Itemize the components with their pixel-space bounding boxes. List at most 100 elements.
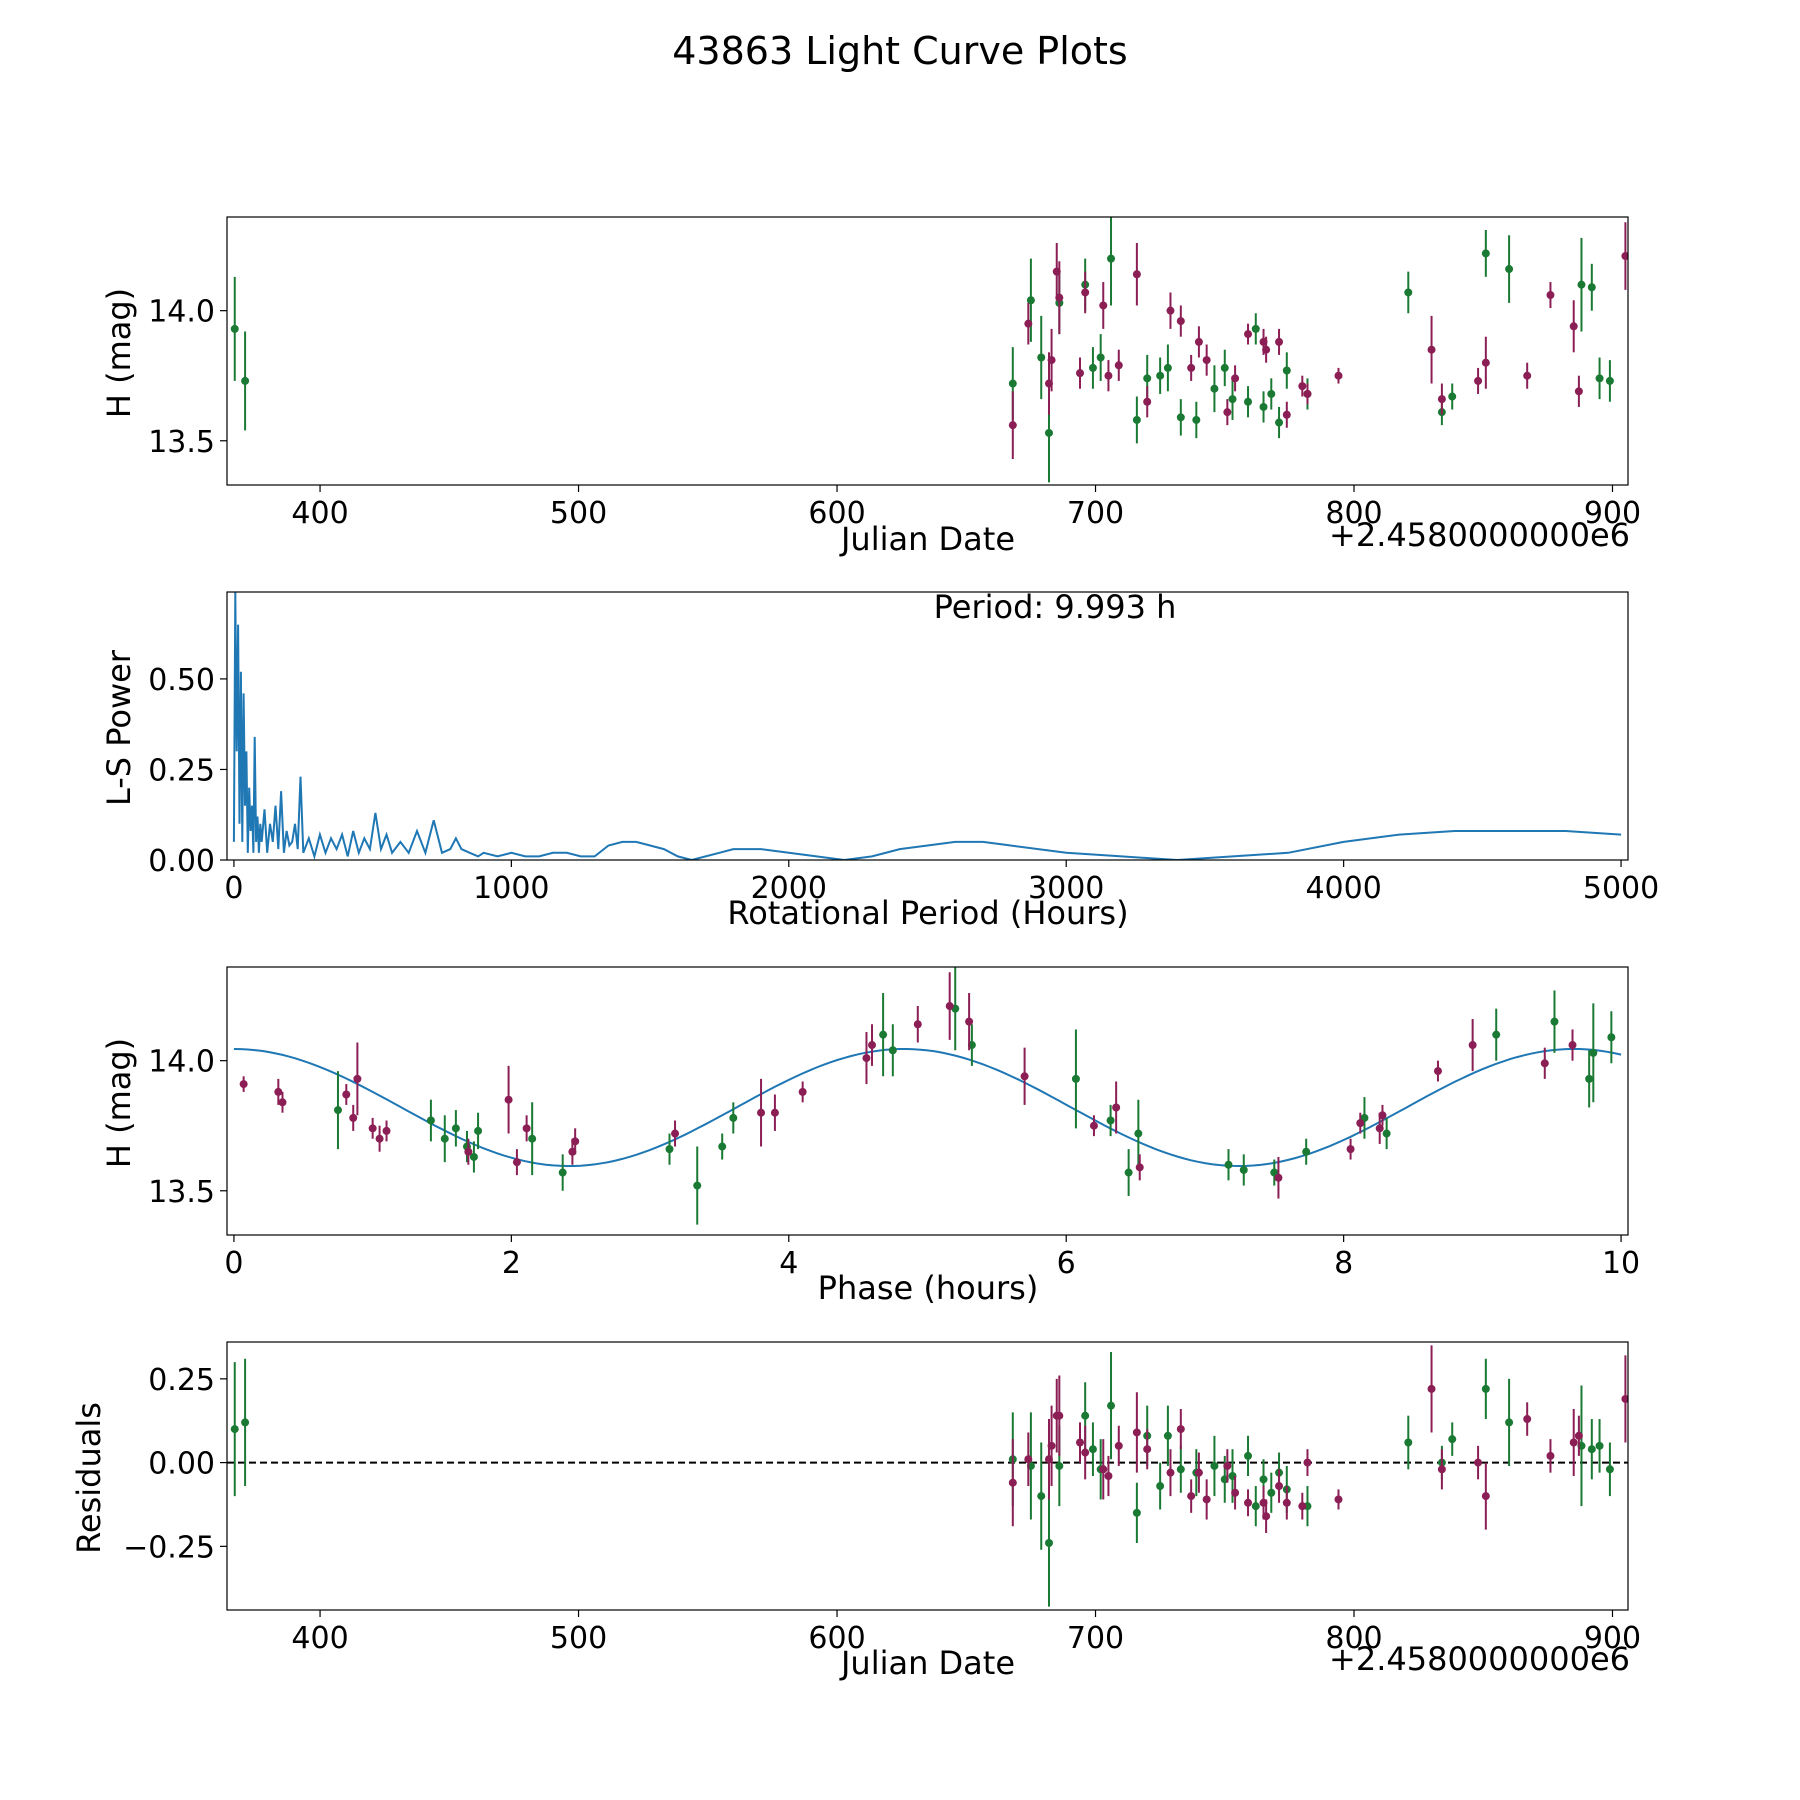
phased-data-point bbox=[440, 1134, 449, 1143]
residuals-data-point bbox=[230, 1425, 239, 1434]
figure-title: 43863 Light Curve Plots bbox=[672, 29, 1127, 73]
phased-data-point bbox=[1106, 1116, 1115, 1125]
phased-panel: Phase (hours) H (mag) 0 2 4 6 8 10 13.5 14.0 bbox=[100, 966, 1640, 1307]
phased-data-point bbox=[868, 1041, 877, 1050]
lightcurve-data-point bbox=[1244, 397, 1253, 406]
residuals-data-point bbox=[1055, 1461, 1064, 1470]
phased-data-point bbox=[945, 1002, 954, 1011]
phased-data-point bbox=[798, 1087, 807, 1096]
lightcurve-x-axis-label: Julian Date bbox=[839, 520, 1015, 558]
lightcurve-data-point bbox=[1334, 371, 1343, 380]
periodogram-x-axis-label: Rotational Period (Hours) bbox=[727, 894, 1128, 932]
phased-data-point bbox=[239, 1080, 248, 1089]
residuals-data-point bbox=[1474, 1458, 1483, 1467]
phased-data-point bbox=[1382, 1129, 1391, 1138]
lightcurve-data-point bbox=[230, 324, 239, 333]
residuals-data-point bbox=[1334, 1495, 1343, 1504]
residuals-y-tick-label: −0.25 bbox=[123, 1530, 215, 1565]
lightcurve-data-point bbox=[1192, 415, 1201, 424]
lightcurve-data-point bbox=[1577, 280, 1586, 289]
lightcurve-data-point bbox=[1143, 374, 1152, 383]
lightcurve-data-point bbox=[1099, 301, 1108, 310]
lightcurve-x-tick-label: 800 bbox=[1325, 496, 1382, 531]
lightcurve-data-point bbox=[1223, 408, 1232, 417]
lightcurve-data-point bbox=[1143, 397, 1152, 406]
residuals-x-tick-label: 900 bbox=[1584, 1621, 1641, 1656]
phased-plot-area bbox=[233, 967, 1622, 1225]
phased-data-point bbox=[1568, 1041, 1577, 1050]
periodogram-y-tick-label: 0.25 bbox=[148, 753, 215, 788]
lightcurve-data-point bbox=[1546, 291, 1555, 300]
lightcurve-data-point bbox=[1088, 363, 1097, 372]
phased-data-point bbox=[558, 1168, 567, 1177]
phased-data-point bbox=[512, 1158, 521, 1167]
lightcurve-data-point bbox=[1194, 337, 1203, 346]
periodogram-plot-area bbox=[232, 592, 1622, 860]
phased-y-tick-label: 14.0 bbox=[148, 1045, 215, 1080]
lightcurve-data-point bbox=[1114, 361, 1123, 370]
lightcurve-x-tick-label: 700 bbox=[1067, 496, 1124, 531]
lightcurve-x-tick-label: 600 bbox=[808, 496, 865, 531]
lightcurve-data-point bbox=[1437, 395, 1446, 404]
period-annotation: Period: 9.993 h bbox=[934, 588, 1177, 626]
residuals-data-point bbox=[1259, 1475, 1268, 1484]
residuals-panel: Julian Date Residuals +2.4580000000e6 40… bbox=[70, 1341, 1641, 1682]
phased-data-point bbox=[464, 1147, 473, 1156]
phased-axes-frame bbox=[226, 966, 1629, 1236]
lightcurve-y-axis-label: H (mag) bbox=[100, 288, 138, 418]
residuals-data-point bbox=[1114, 1441, 1123, 1450]
lightcurve-data-point bbox=[1132, 270, 1141, 279]
residuals-data-point bbox=[1210, 1461, 1219, 1470]
lightcurve-data-point bbox=[1176, 413, 1185, 422]
phased-y-axis-label: H (mag) bbox=[100, 1038, 138, 1168]
residuals-data-point bbox=[1088, 1445, 1097, 1454]
periodogram-x-tick-label: 3000 bbox=[1028, 871, 1104, 906]
phased-data-point bbox=[757, 1108, 766, 1117]
phased-data-point bbox=[1020, 1072, 1029, 1081]
residuals-data-point bbox=[1076, 1438, 1085, 1447]
phased-x-tick-label: 8 bbox=[1334, 1246, 1353, 1281]
lightcurve-data-point bbox=[1044, 428, 1053, 437]
phased-data-point bbox=[718, 1142, 727, 1151]
phased-data-point bbox=[965, 1017, 974, 1026]
lightcurve-data-point bbox=[1231, 374, 1240, 383]
residuals-y-axis-label: Residuals bbox=[70, 1402, 108, 1554]
residuals-data-point bbox=[1569, 1438, 1578, 1447]
lightcurve-data-point bbox=[1574, 387, 1583, 396]
residuals-data-point bbox=[1132, 1508, 1141, 1517]
lightcurve-x-offset-label: +2.4580000000e6 bbox=[1329, 516, 1630, 554]
phased-data-point bbox=[1468, 1041, 1477, 1050]
residuals-data-point bbox=[1303, 1458, 1312, 1467]
residuals-x-offset-label: +2.4580000000e6 bbox=[1329, 1640, 1630, 1678]
phased-data-point bbox=[1589, 1048, 1598, 1057]
lightcurve-data-point bbox=[1259, 402, 1268, 411]
phased-data-point bbox=[451, 1124, 460, 1133]
residuals-data-point bbox=[1437, 1465, 1446, 1474]
phased-data-point bbox=[693, 1181, 702, 1190]
periodogram-y-tick-label: 0.00 bbox=[148, 844, 215, 879]
lightcurve-data-point bbox=[1595, 374, 1604, 383]
residuals-data-point bbox=[1099, 1465, 1108, 1474]
residuals-data-point bbox=[1176, 1425, 1185, 1434]
residuals-data-point bbox=[1448, 1435, 1457, 1444]
phased-data-point bbox=[368, 1124, 377, 1133]
residuals-x-tick-label: 500 bbox=[550, 1621, 607, 1656]
lightcurve-data-point bbox=[1176, 317, 1185, 326]
phased-data-point bbox=[1540, 1059, 1549, 1068]
residuals-data-point bbox=[1231, 1488, 1240, 1497]
phased-data-point bbox=[888, 1046, 897, 1055]
residuals-data-point bbox=[1621, 1394, 1628, 1403]
lightcurve-data-point bbox=[1587, 283, 1596, 292]
phased-data-point bbox=[1302, 1147, 1311, 1156]
phased-data-point bbox=[1378, 1111, 1387, 1120]
lightcurve-data-point bbox=[1156, 371, 1165, 380]
phased-data-point bbox=[278, 1098, 287, 1107]
phased-data-point bbox=[1346, 1145, 1355, 1154]
phased-data-point bbox=[770, 1108, 779, 1117]
phased-data-point bbox=[1550, 1017, 1559, 1026]
phased-data-point bbox=[1492, 1030, 1501, 1039]
periodogram-x-tick-label: 1000 bbox=[473, 871, 549, 906]
phased-data-point bbox=[274, 1087, 283, 1096]
residuals-data-point bbox=[1481, 1384, 1490, 1393]
lightcurve-data-point bbox=[1096, 353, 1105, 362]
